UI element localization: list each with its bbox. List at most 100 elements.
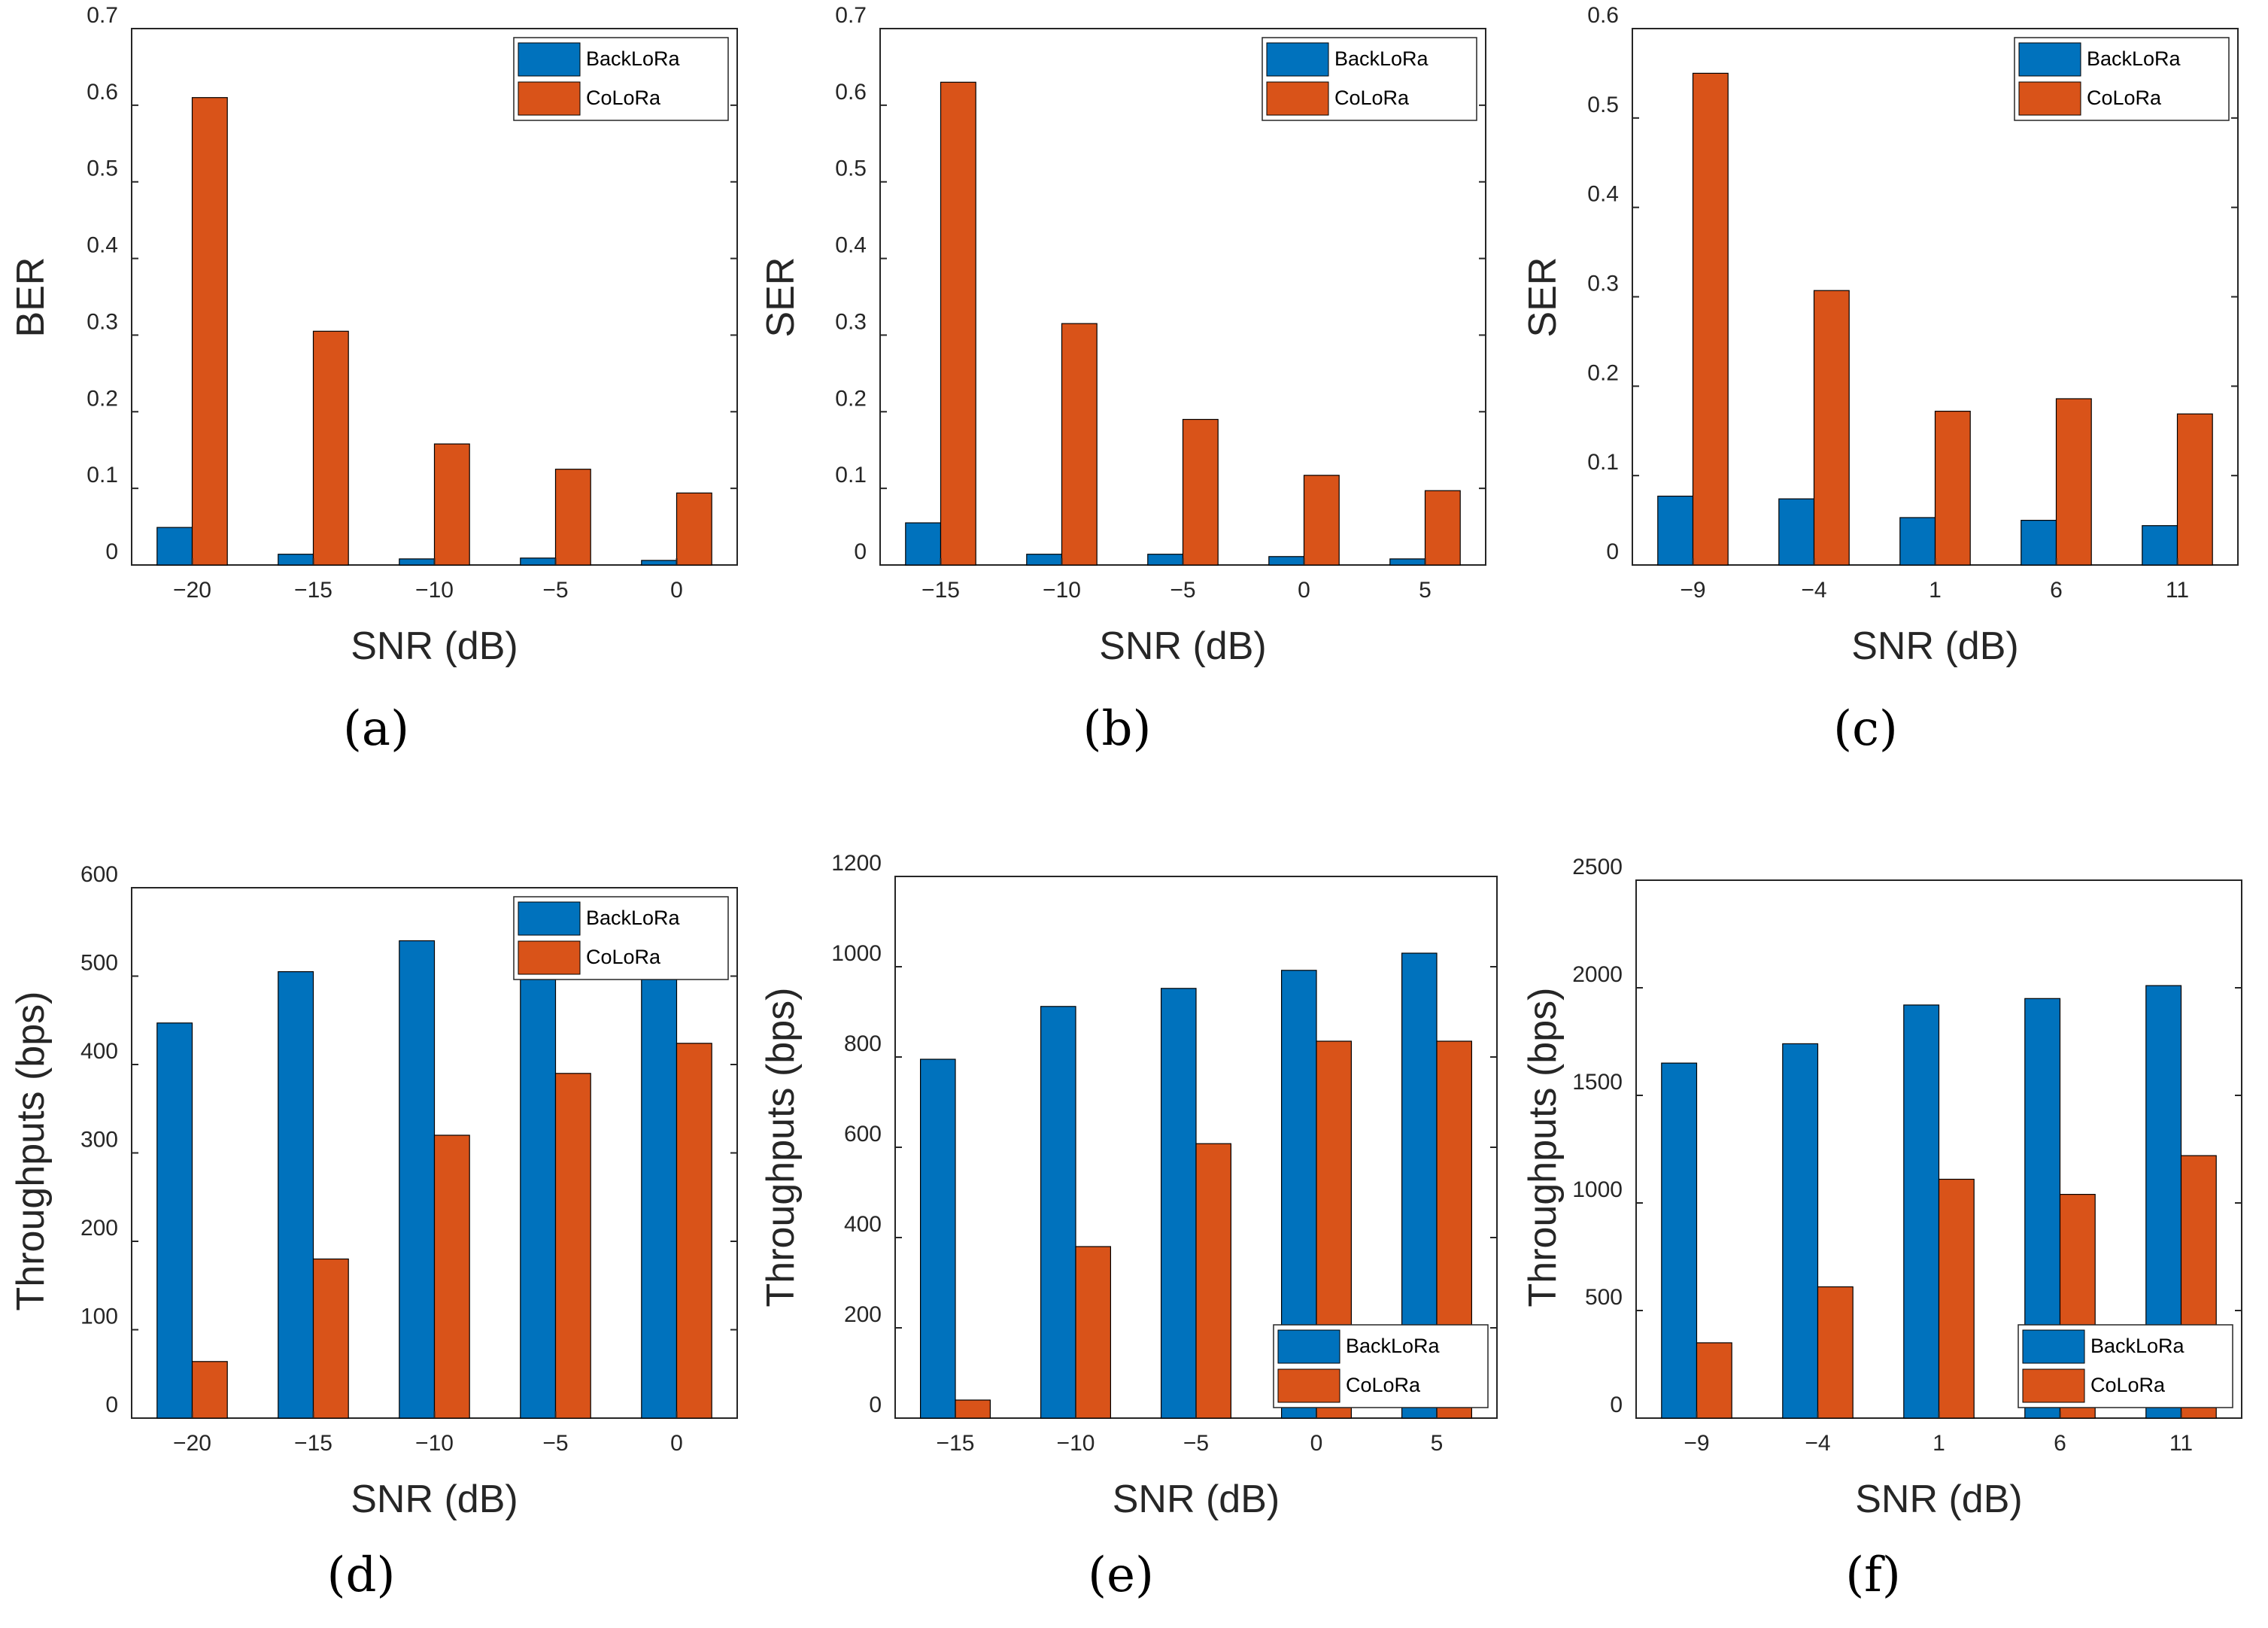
x-tick-label: −5: [1170, 578, 1195, 603]
x-tick-label: −10: [1057, 1431, 1095, 1456]
bar-colora-0: [191, 1361, 228, 1419]
y-tick-label: 0: [105, 539, 118, 564]
x-tick-label: −4: [1801, 578, 1826, 603]
chart-panel-3: 0 100 200 300 400 500 600 −20 −15 −10 −5 0 SNR (dB) T…: [9, 862, 738, 1603]
y-tick-label: 0.5: [1587, 93, 1619, 117]
y-tick-label: 200: [844, 1302, 882, 1327]
y-tick-label: 400: [80, 1039, 118, 1064]
x-tick-label: 0: [1310, 1431, 1323, 1456]
bar-colora-3: [2055, 398, 2092, 566]
y-tick-label: 0: [869, 1393, 882, 1417]
panel-label: (d): [327, 1548, 396, 1603]
x-tick-label: −5: [542, 578, 568, 603]
chart-panel-5: 0 500 1000 1500 2000 2500 −9 −4 1 6 11 SNR (dB) Thro…: [1521, 855, 2242, 1603]
bar-backlora-3: [1268, 556, 1305, 566]
x-tick-label: −9: [1684, 1431, 1709, 1456]
bar-colora-2: [1938, 1178, 1975, 1419]
legend: BackLoRa CoLoRa: [1262, 37, 1477, 121]
y-tick-label: 300: [80, 1128, 118, 1153]
bar-backlora-2: [1899, 517, 1936, 566]
legend-label-backlora: BackLoRa: [1334, 47, 1429, 70]
y-tick-label: 1500: [1572, 1070, 1623, 1095]
legend-swatch-backlora: [2022, 1329, 2085, 1364]
legend: BackLoRa CoLoRa: [1273, 1324, 1489, 1408]
legend-label-backlora: BackLoRa: [1346, 1335, 1441, 1357]
bar-backlora-4: [1389, 558, 1426, 566]
bar-colora-0: [191, 97, 228, 566]
y-axis-label: Throughputs (bps): [759, 988, 803, 1308]
bar-colora-2: [1934, 410, 1971, 566]
y-axis-label: Throughputs (bps): [9, 992, 53, 1311]
bar-backlora-2: [399, 558, 436, 566]
bar-backlora-3: [520, 962, 557, 1419]
legend-label-colora: CoLoRa: [1346, 1374, 1421, 1396]
y-tick-label: 0.3: [835, 309, 867, 334]
y-tick-label: 0.7: [87, 3, 118, 28]
bar-colora-1: [1813, 290, 1850, 566]
x-axis-label: SNR (dB): [1099, 624, 1266, 668]
bar-backlora-1: [1040, 1006, 1076, 1419]
x-tick-label: 0: [1298, 578, 1310, 603]
y-tick-label: 600: [844, 1122, 882, 1147]
bar-backlora-0: [1661, 1062, 1698, 1419]
y-axis-label: SER: [1521, 257, 1565, 338]
y-axis-label: Throughputs (bps): [1521, 988, 1565, 1308]
bar-backlora-1: [278, 970, 314, 1419]
y-tick-label: 800: [844, 1031, 882, 1056]
y-tick-label: 0.5: [835, 156, 867, 181]
legend-label-backlora: BackLoRa: [2090, 1335, 2185, 1357]
y-tick-label: 200: [80, 1216, 118, 1241]
legend-swatch-colora: [1266, 81, 1329, 116]
chart-panel-1: 0 0.1 0.2 0.3 0.4 0.5 0.6 0.7 −15 −10 −5 0 5 SNR (dB)…: [759, 3, 1486, 757]
y-tick-label: 2500: [1572, 855, 1623, 879]
x-tick-label: 1: [1929, 578, 1942, 603]
chart-panel-2: 0 0.1 0.2 0.3 0.4 0.5 0.6 −9 −4 1 6 11 SNR (dB) SER (c…: [1521, 3, 2239, 757]
y-tick-label: 0.1: [835, 463, 867, 487]
x-tick-label: −9: [1680, 578, 1705, 603]
legend-swatch-backlora: [518, 42, 581, 77]
bar-backlora-0: [905, 522, 942, 566]
x-tick-label: −4: [1805, 1431, 1830, 1456]
bar-backlora-2: [399, 940, 436, 1419]
bar-colora-3: [1303, 475, 1340, 566]
chart-panel-0: 0 0.1 0.2 0.3 0.4 0.5 0.6 0.7 −20 −15 −10 −5 0 SNR (d…: [9, 3, 738, 757]
bar-backlora-4: [641, 958, 678, 1419]
x-tick-label: 0: [670, 1431, 683, 1456]
legend-label-backlora: BackLoRa: [586, 47, 681, 70]
y-axis-label: BER: [9, 257, 53, 338]
legend-label-backlora: BackLoRa: [586, 907, 681, 929]
x-axis-label: SNR (dB): [1855, 1478, 2022, 1521]
x-axis-label: SNR (dB): [351, 624, 518, 668]
x-tick-label: −10: [415, 1431, 454, 1456]
bar-colora-4: [676, 492, 712, 566]
x-tick-label: −15: [294, 578, 332, 603]
y-tick-label: 500: [80, 951, 118, 976]
y-tick-label: 500: [1585, 1285, 1623, 1310]
y-tick-label: 0: [105, 1393, 118, 1417]
y-tick-label: 0.4: [835, 233, 867, 258]
x-tick-label: 0: [670, 578, 683, 603]
x-tick-label: −20: [173, 578, 211, 603]
x-tick-label: 5: [1419, 578, 1432, 603]
bar-colora-1: [1061, 323, 1098, 566]
x-tick-label: −15: [921, 578, 960, 603]
y-tick-label: 0.3: [87, 309, 118, 334]
panel-label: (a): [343, 701, 409, 757]
bar-backlora-2: [1160, 988, 1197, 1419]
legend-label-colora: CoLoRa: [586, 87, 661, 109]
legend-swatch-backlora: [1266, 42, 1329, 77]
bar-colora-4: [2176, 413, 2213, 566]
bar-backlora-3: [520, 557, 557, 566]
bar-backlora-0: [1657, 495, 1694, 566]
bar-backlora-2: [1147, 554, 1184, 566]
x-tick-label: 1: [1933, 1431, 1945, 1456]
y-tick-label: 0: [1610, 1393, 1623, 1417]
x-tick-label: 5: [1431, 1431, 1444, 1456]
legend: BackLoRa CoLoRa: [2018, 1324, 2233, 1408]
legend-swatch-colora: [2018, 81, 2081, 116]
legend: BackLoRa CoLoRa: [2014, 37, 2230, 121]
bar-backlora-4: [2142, 525, 2178, 566]
y-tick-label: 2000: [1572, 962, 1623, 987]
y-tick-label: 0.2: [87, 386, 118, 411]
chart-panel-4: 0 200 400 600 800 1000 1200 −15 −10 −5 0 5 SNR (dB) T…: [759, 851, 1498, 1603]
